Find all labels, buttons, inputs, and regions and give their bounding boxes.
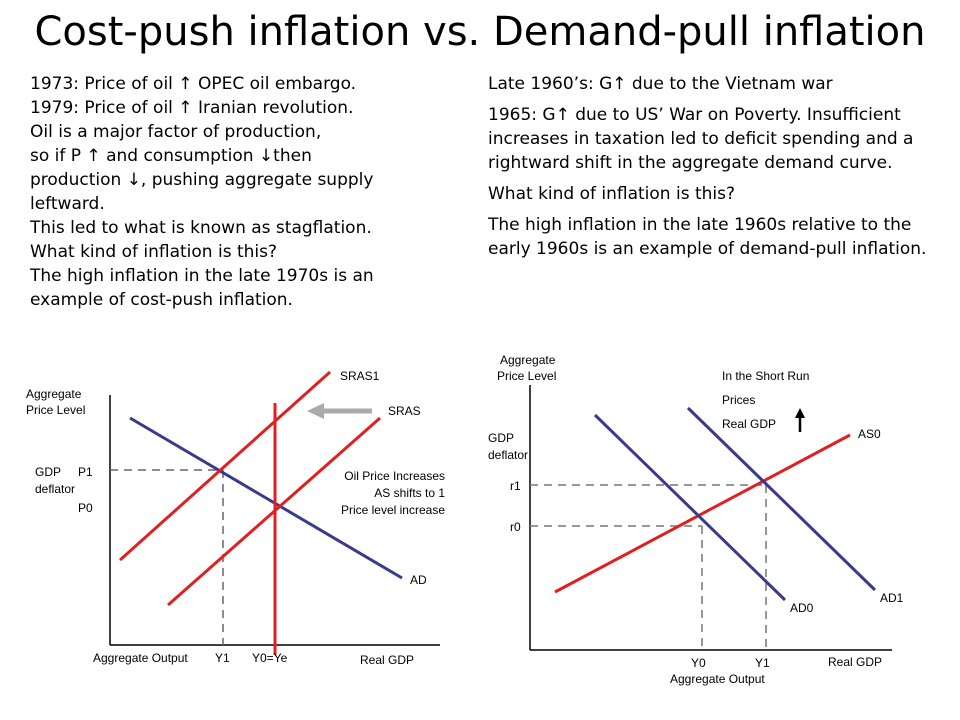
as0-curve [554, 433, 851, 594]
text-line: 1973: Price of oil ↑ OPEC oil embargo. [30, 74, 357, 94]
text-line: production ↓, pushing aggregate supply [30, 170, 374, 190]
x-axis-label: Aggregate Output [670, 672, 765, 686]
y0-tick-label: Y0=Ye [252, 651, 288, 665]
text-paragraph: What kind of inflation is this? [488, 184, 736, 204]
p0-tick-label: P0 [78, 501, 93, 515]
ad1-label: AD1 [880, 591, 904, 605]
page-title: Cost-push inflation vs. Demand-pull infl… [34, 9, 926, 55]
gdp-label: GDP [488, 431, 514, 445]
y1-tick-label: Y1 [215, 651, 230, 665]
short-run-label: In the Short Run [722, 369, 809, 383]
cost-push-text: 1973: Price of oil ↑ OPEC oil embargo. 1… [30, 72, 440, 312]
deflator-label: deflator [35, 482, 75, 496]
ad0-curve [593, 413, 787, 602]
sras-label: SRAS [388, 404, 421, 418]
y0-tick-label: Y0 [691, 656, 706, 670]
real-gdp-label: Real GDP [828, 655, 882, 669]
annotation-line: Price level increase [341, 503, 445, 517]
text-line: The high inflation in the late 1970s is … [30, 266, 374, 286]
cost-push-diagram: Aggregate Price Level GDP deflator P1 P0… [26, 369, 445, 667]
real-gdp-label: Real GDP [360, 653, 414, 667]
text-paragraph: 1965: G↑ due to US’ War on Poverty. Insu… [488, 105, 914, 173]
r1-tick-label: r1 [510, 479, 521, 493]
p1-tick-label: P1 [78, 465, 93, 479]
up-arrow-icon [795, 408, 805, 418]
sras1-curve [118, 370, 332, 562]
text-line: This led to what is known as stagflation… [30, 218, 372, 238]
text-paragraph: The high inflation in the late 1960s rel… [488, 215, 927, 259]
real-gdp-up-label: Real GDP [722, 417, 776, 431]
text-line: Oil is a major factor of production, [30, 122, 322, 142]
y1-tick-label: Y1 [755, 656, 770, 670]
x-axis-label: Aggregate Output [93, 651, 188, 665]
demand-pull-text: Late 1960’s: G↑ due to the Vietnam war 1… [488, 72, 950, 268]
y-axis-label: Price Level [26, 403, 85, 417]
as0-label: AS0 [858, 427, 881, 441]
sras1-label: SRAS1 [340, 369, 380, 383]
text-line: so if P ↑ and consumption ↓then [30, 146, 312, 166]
annotation-line: Oil Price Increases [344, 469, 445, 483]
ad-label: AD [410, 573, 427, 587]
ad1-curve [686, 406, 877, 592]
text-line: What kind of inflation is this? [30, 242, 278, 262]
ad0-label: AD0 [790, 601, 814, 615]
gdp-label: GDP [35, 465, 61, 479]
text-line: example of cost-push inflation. [30, 290, 293, 310]
y-axis-label: Aggregate [26, 387, 82, 401]
shift-arrow-icon [307, 403, 324, 419]
annotation-line: AS shifts to 1 [374, 486, 445, 500]
text-line: 1979: Price of oil ↑ Iranian revolution. [30, 98, 354, 118]
r0-tick-label: r0 [510, 520, 521, 534]
prices-label: Prices [722, 393, 755, 407]
text-paragraph: Late 1960’s: G↑ due to the Vietnam war [488, 74, 833, 94]
ad-curve [129, 416, 403, 580]
y-axis-label: Price Level [497, 369, 556, 383]
deflator-label: deflator [488, 448, 528, 462]
y-axis-label: Aggregate [500, 353, 556, 367]
text-line: leftward. [30, 194, 105, 214]
demand-pull-diagram: Aggregate Price Level GDP deflator r1 r0… [488, 353, 904, 686]
